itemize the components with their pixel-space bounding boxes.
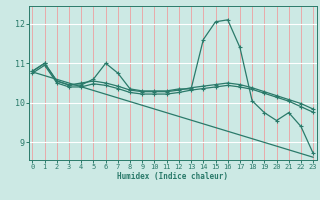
X-axis label: Humidex (Indice chaleur): Humidex (Indice chaleur)	[117, 172, 228, 181]
